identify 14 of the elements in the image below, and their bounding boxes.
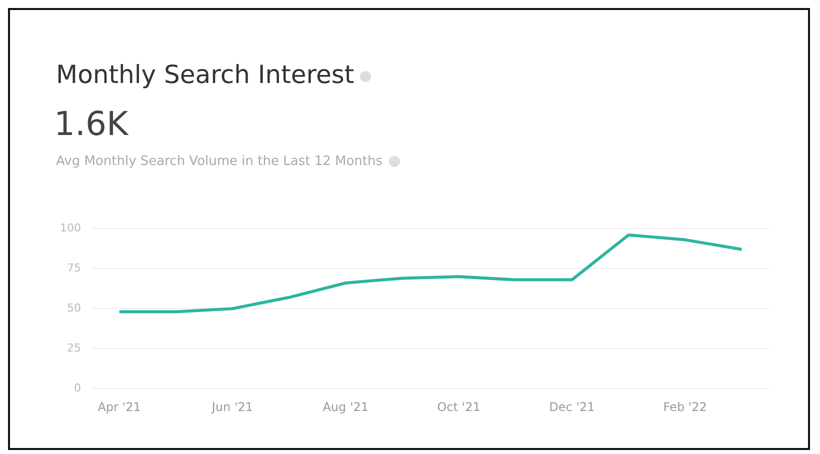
x-tick-label: Apr '21 bbox=[98, 400, 141, 414]
x-tick-label: Feb '22 bbox=[663, 400, 707, 414]
chart-subtitle: 1.6K bbox=[54, 104, 128, 143]
x-tick-label: Aug '21 bbox=[322, 400, 369, 414]
x-tick-label: Jun '21 bbox=[210, 400, 254, 414]
text: Avg Monthly Search Volume in the Last 12 Months bbox=[56, 154, 383, 169]
y-tick-label: 25 bbox=[66, 341, 81, 354]
y-tick-label: 100 bbox=[60, 221, 81, 234]
chart-title: Monthly Search Interest bbox=[56, 60, 354, 89]
y-tick-label: 50 bbox=[66, 301, 81, 314]
x-tick-label: Dec '21 bbox=[549, 400, 595, 414]
y-tick-label: 0 bbox=[74, 381, 81, 394]
y-tick-label: 75 bbox=[66, 261, 81, 274]
x-tick-label: Oct '21 bbox=[437, 400, 480, 414]
